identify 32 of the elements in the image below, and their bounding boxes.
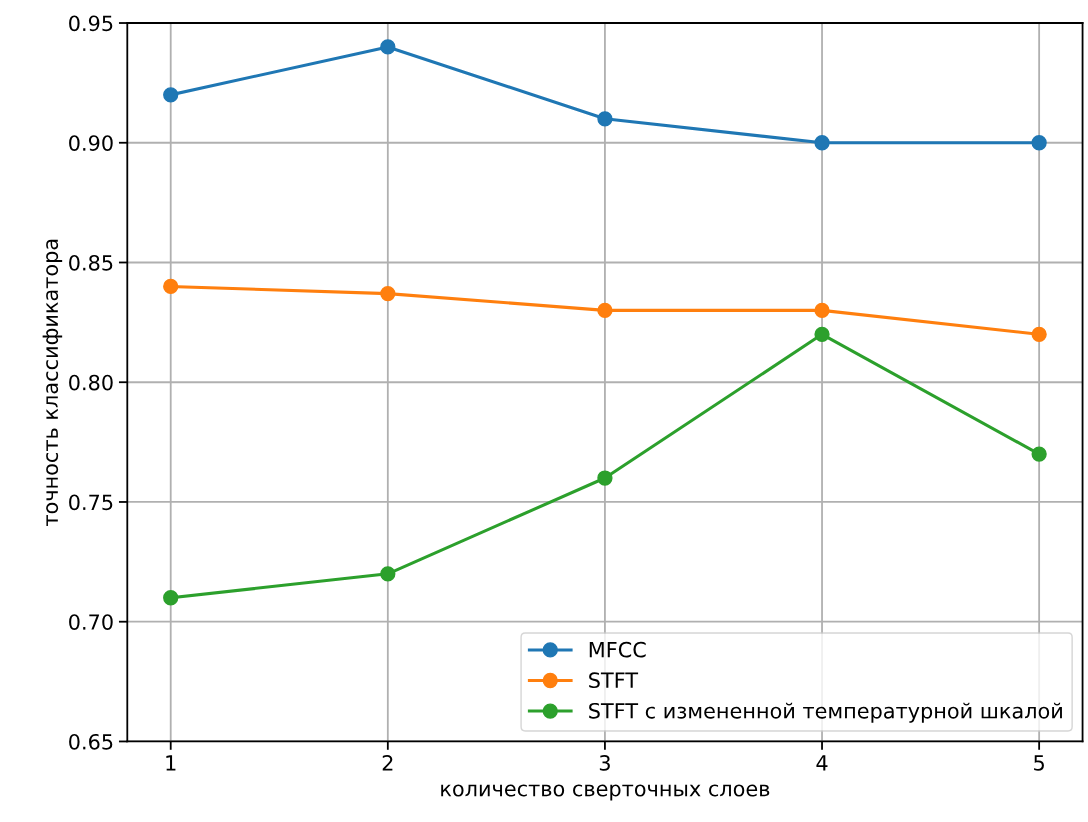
point [1031, 446, 1047, 462]
y-axis-title: точность классификатора [42, 239, 63, 526]
point [814, 135, 830, 151]
point [380, 39, 396, 55]
y-tick-label: 0.85 [69, 254, 113, 271]
x-tick-label: 3 [599, 755, 610, 771]
point [380, 566, 396, 582]
point [163, 278, 179, 295]
y-tick-label: 0.80 [69, 374, 113, 391]
x-tick-label: 2 [382, 755, 393, 771]
x-tick-label: 1 [166, 755, 176, 771]
y-tick-label: 0.75 [69, 494, 113, 511]
point [597, 302, 613, 319]
legend-label: MFCC [589, 641, 646, 658]
point [814, 326, 830, 342]
point [1031, 135, 1047, 151]
y-tick-label: 0.90 [69, 135, 113, 151]
y-tick-label: 0.65 [69, 733, 113, 750]
x-axis-title: количество сверточных слоев [441, 784, 770, 801]
point [163, 87, 179, 103]
x-tick-label: 4 [816, 755, 828, 771]
point [597, 470, 613, 486]
point [814, 302, 830, 319]
point [1031, 326, 1047, 342]
y-tick-label: 0.95 [69, 15, 113, 32]
legend-label: STFT с измененной температурной шкалой [589, 702, 1062, 723]
point [597, 111, 613, 127]
point [380, 285, 396, 302]
y-tick-label: 0.70 [69, 614, 113, 630]
point [163, 590, 179, 606]
x-tick-label: 5 [1034, 755, 1044, 771]
legend-label: STFT [589, 672, 639, 689]
